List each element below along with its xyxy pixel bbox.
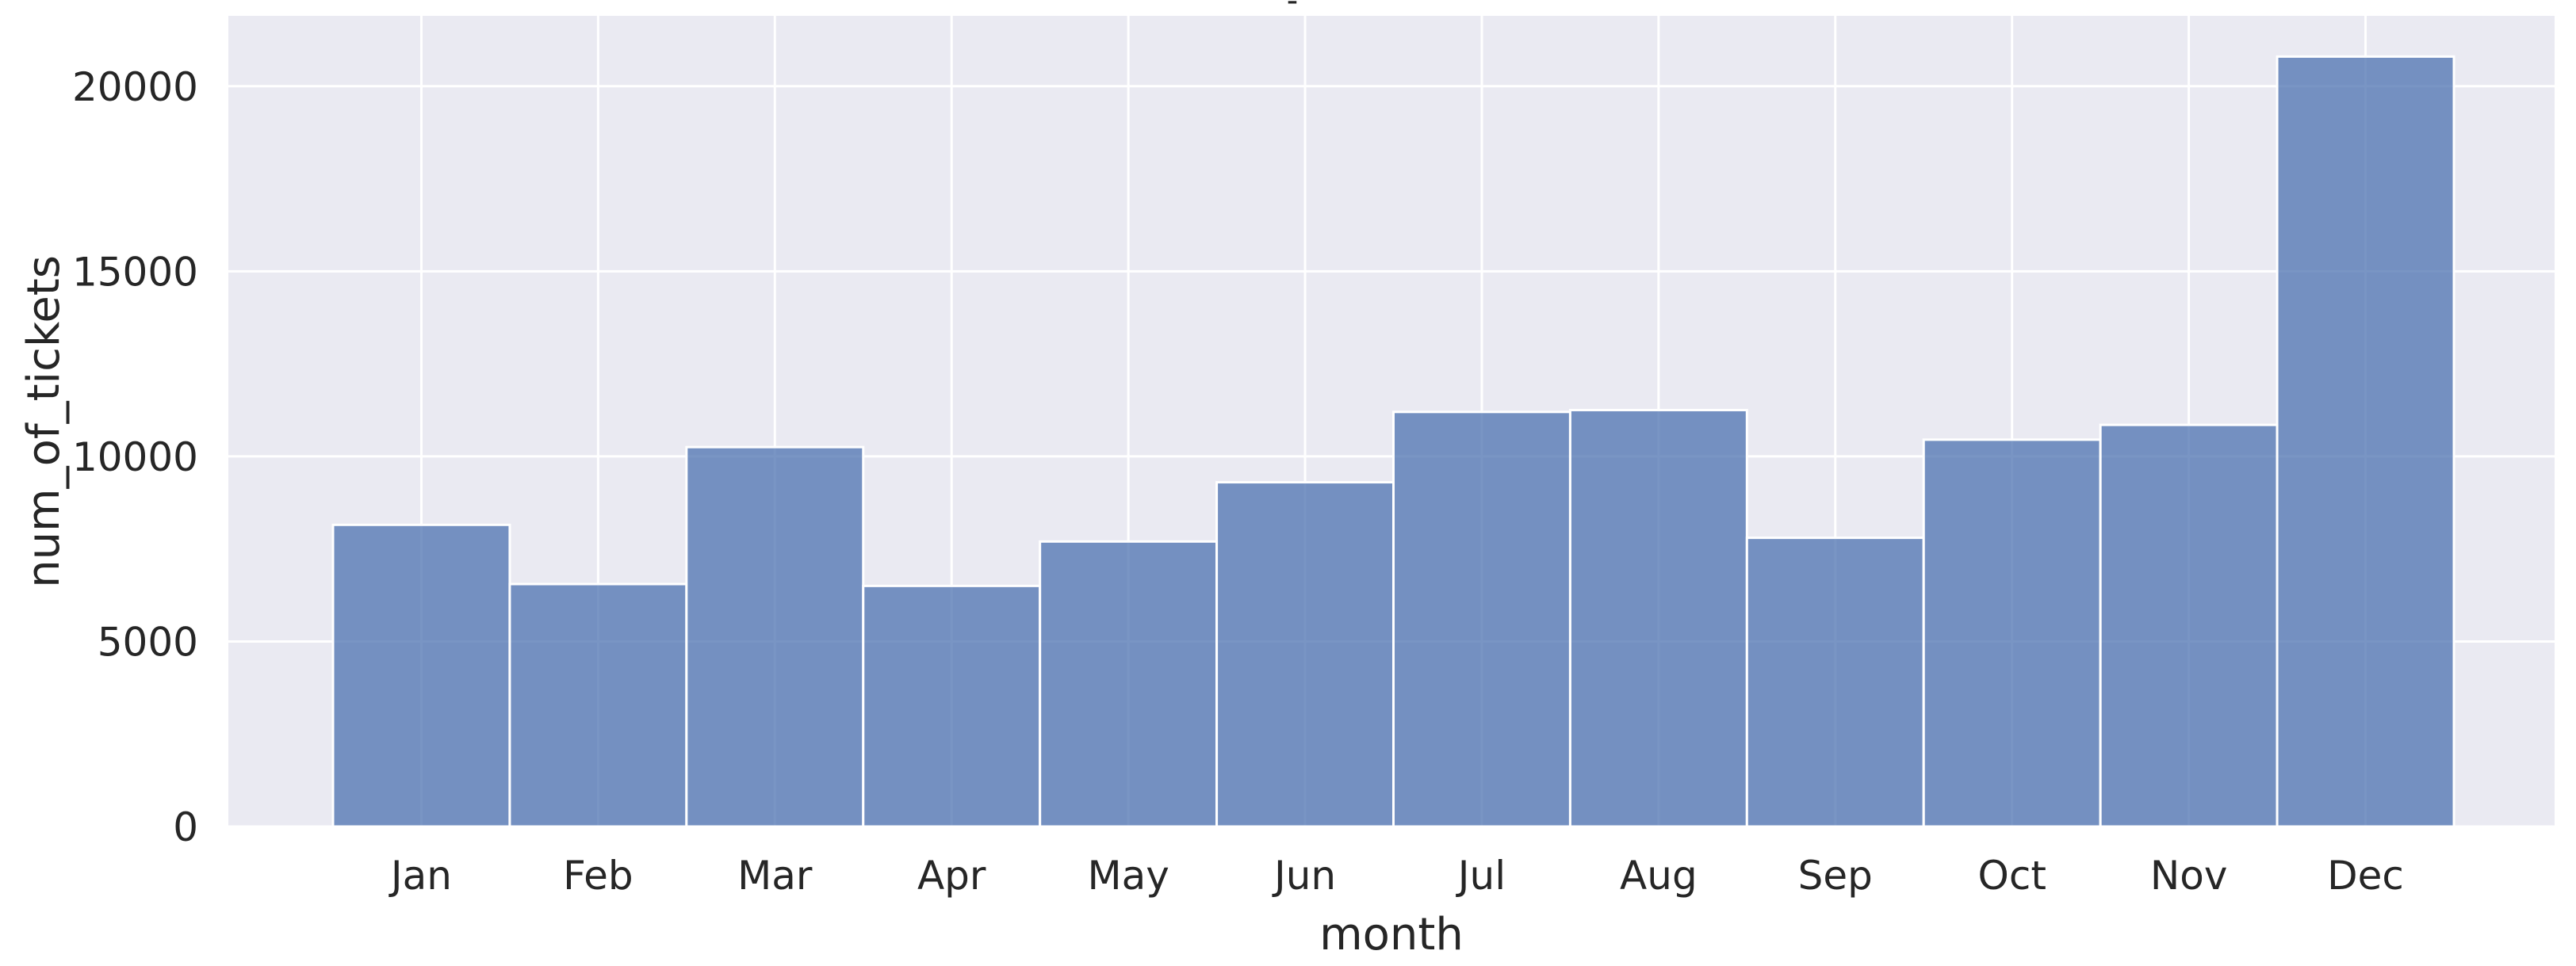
y-tick-label: 15000 (72, 249, 198, 295)
y-tick-label: 0 (173, 804, 198, 850)
y-tick-labels: 0 5000 10000 15000 20000 (72, 64, 198, 850)
x-tick-label: Aug (1620, 853, 1698, 899)
bar-oct (1922, 438, 2102, 828)
x-tick-labels: Jan Feb Mar Apr May Jun Jul Aug Sep Oct Nov Dec (389, 853, 2404, 899)
x-axis-label: month (1319, 909, 1464, 960)
bar-jan (331, 523, 511, 828)
x-tick-label: Sep (1798, 853, 1873, 899)
bar-apr (862, 584, 1042, 828)
bar-nov (2099, 423, 2279, 828)
x-tick-label: Mar (737, 853, 813, 899)
y-tick-label: 20000 (72, 64, 198, 110)
y-tick-label: 10000 (72, 434, 198, 480)
bars (331, 55, 2455, 828)
bar-jul (1392, 410, 1571, 828)
y-axis-label: num_of_tickets (18, 255, 70, 588)
x-tick-label: Apr (917, 853, 986, 899)
bar-sep (1745, 536, 1925, 828)
x-tick-label: Jul (1456, 853, 1506, 899)
bar-feb (508, 582, 688, 828)
bar-aug (1568, 408, 1748, 828)
x-tick-label: Nov (2150, 853, 2228, 899)
x-tick-label: Jan (389, 853, 452, 899)
x-tick-label: Oct (1977, 853, 2046, 899)
x-tick-label: Jun (1272, 853, 1336, 899)
bar-may (1039, 540, 1219, 828)
y-tick-label: 5000 (98, 619, 198, 665)
bar-mar (685, 445, 865, 828)
bar-dec (2276, 55, 2455, 828)
x-tick-label: May (1087, 853, 1169, 899)
x-tick-label: Dec (2327, 853, 2404, 899)
chart-title: - (1287, 0, 1298, 19)
bar-jun (1215, 481, 1395, 828)
x-tick-label: Feb (563, 853, 633, 899)
